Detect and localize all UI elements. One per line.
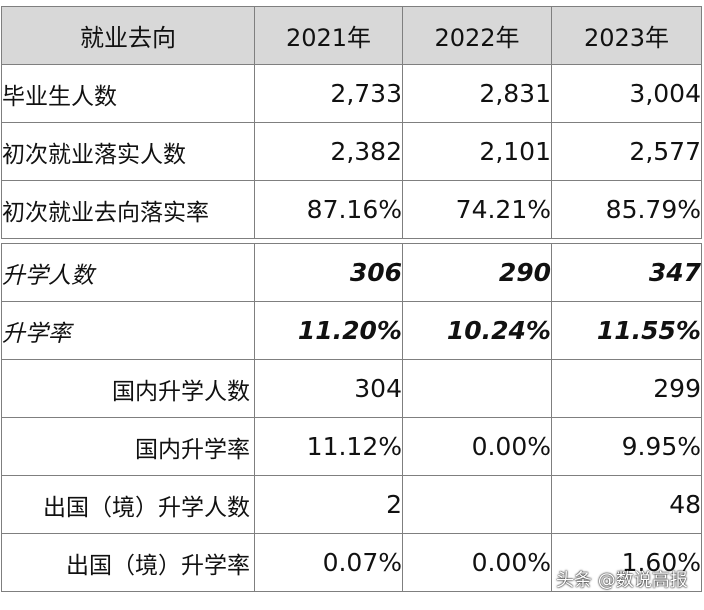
cell-value: 0.00% — [402, 533, 552, 592]
cell-value: 2,831 — [402, 64, 552, 123]
cell-value: 2 — [254, 475, 403, 534]
row-label: 初次就业去向落实率 — [1, 180, 255, 239]
row-label: 初次就业落实人数 — [1, 122, 255, 181]
cell-value: 74.21% — [402, 180, 552, 239]
cell-value: 2,101 — [402, 122, 552, 181]
cell-value: 290 — [402, 243, 552, 302]
watermark: 头条 @数说高报 — [556, 570, 688, 591]
cell-value: 2,733 — [254, 64, 403, 123]
cell-value: 347 — [551, 243, 702, 302]
header-cell-2021: 2021年 — [254, 6, 403, 65]
cell-value: 299 — [551, 359, 702, 418]
row-label: 毕业生人数 — [1, 64, 255, 123]
cell-value: 304 — [254, 359, 403, 418]
cell-value: 11.20% — [254, 301, 403, 360]
row-label: 出国（境）升学率 — [1, 533, 255, 592]
row-label: 升学率 — [1, 301, 255, 360]
header-cell-2022: 2022年 — [402, 6, 552, 65]
cell-value — [402, 359, 552, 418]
cell-value: 11.55% — [551, 301, 702, 360]
row-label: 出国（境）升学人数 — [1, 475, 255, 534]
cell-value: 87.16% — [254, 180, 403, 239]
cell-value: 9.95% — [551, 417, 702, 476]
cell-value: 0.00% — [402, 417, 552, 476]
cell-value: 48 — [551, 475, 702, 534]
cell-value: 85.79% — [551, 180, 702, 239]
cell-value: 306 — [254, 243, 403, 302]
table-row: 初次就业落实人数 2,382 2,101 2,577 — [1, 122, 702, 181]
table-row: 升学率 11.20% 10.24% 11.55% — [1, 301, 702, 360]
cell-value — [402, 475, 552, 534]
table-row: 国内升学人数 304 299 — [1, 359, 702, 418]
table-row: 国内升学率 11.12% 0.00% 9.95% — [1, 417, 702, 476]
table-row: 升学人数 306 290 347 — [1, 243, 702, 302]
header-row: 就业去向 2021年 2022年 2023年 — [1, 6, 702, 65]
table-row: 毕业生人数 2,733 2,831 3,004 — [1, 64, 702, 123]
header-cell-2023: 2023年 — [551, 6, 702, 65]
cell-value: 2,577 — [551, 122, 702, 181]
row-label: 国内升学率 — [1, 417, 255, 476]
table-row: 出国（境）升学率 0.07% 0.00% 1.60% — [1, 533, 702, 592]
employment-table: 就业去向 2021年 2022年 2023年 毕业生人数 2,733 2,831… — [1, 6, 702, 592]
header-cell-category: 就业去向 — [1, 6, 255, 65]
cell-value: 11.12% — [254, 417, 403, 476]
row-label: 升学人数 — [1, 243, 255, 302]
cell-value: 3,004 — [551, 64, 702, 123]
cell-value: 1.60% — [551, 533, 702, 592]
table-row: 初次就业去向落实率 87.16% 74.21% 85.79% — [1, 180, 702, 239]
row-label: 国内升学人数 — [1, 359, 255, 418]
cell-value: 2,382 — [254, 122, 403, 181]
cell-value: 10.24% — [402, 301, 552, 360]
cell-value: 0.07% — [254, 533, 403, 592]
table-row: 出国（境）升学人数 2 48 — [1, 475, 702, 534]
